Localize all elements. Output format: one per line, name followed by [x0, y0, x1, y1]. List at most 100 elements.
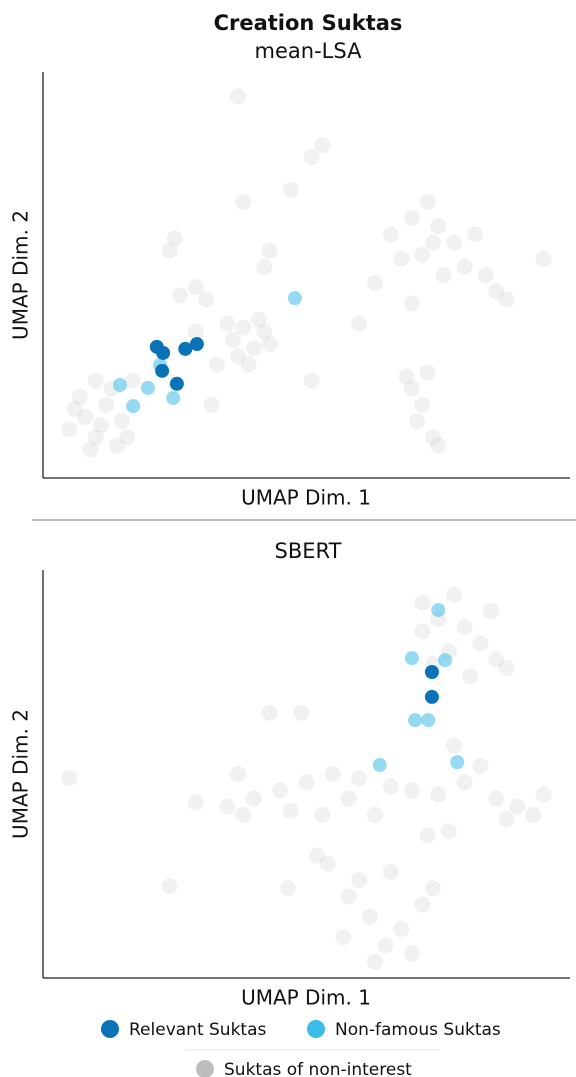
data-point [340, 790, 357, 807]
data-point [282, 802, 299, 819]
data-point [382, 863, 399, 880]
data-point [450, 755, 465, 770]
data-point [414, 896, 431, 913]
data-point [166, 391, 181, 406]
data-point [393, 250, 410, 267]
data-point [446, 737, 463, 754]
data-point [155, 363, 170, 378]
data-point [398, 368, 415, 385]
data-point [287, 291, 302, 306]
legend-marker [307, 1020, 325, 1038]
x-axis-label: UMAP Dim. 1 [241, 486, 371, 510]
data-point [430, 218, 447, 235]
data-point [112, 378, 127, 393]
legend-label: Relevant Suktas [129, 1020, 267, 1040]
data-point [403, 380, 420, 397]
legend-label: Suktas of non-interest [224, 1060, 412, 1077]
data-point [298, 774, 315, 791]
data-point [140, 380, 155, 395]
data-point [156, 345, 171, 360]
data-point [178, 341, 193, 356]
data-point [77, 409, 94, 426]
data-point [414, 246, 431, 263]
data-point [309, 847, 326, 864]
data-point [126, 399, 141, 414]
data-point [114, 413, 131, 430]
data-point [280, 880, 297, 897]
data-point [414, 594, 431, 611]
data-point [509, 798, 526, 815]
data-point [219, 798, 236, 815]
data-point [314, 806, 331, 823]
data-point [535, 250, 552, 267]
data-point [456, 774, 473, 791]
data-point [409, 413, 426, 430]
data-point [187, 279, 204, 296]
data-point [414, 623, 431, 640]
data-point [303, 372, 320, 389]
data-point [282, 181, 299, 198]
data-point [351, 872, 368, 889]
data-point [187, 794, 204, 811]
legend-label: Non-famous Suktas [335, 1020, 501, 1040]
data-point [66, 400, 83, 417]
data-point [419, 364, 436, 381]
data-point [61, 770, 78, 787]
data-point [261, 242, 278, 259]
y-axis-label: UMAP Dim. 2 [9, 210, 33, 340]
data-point [340, 888, 357, 905]
data-point [224, 331, 241, 348]
data-point [435, 267, 452, 283]
data-point [424, 234, 441, 251]
data-point [424, 665, 439, 679]
x-axis-label: UMAP Dim. 1 [241, 986, 371, 1010]
data-point [419, 827, 436, 844]
data-point [124, 372, 141, 389]
data-point [424, 880, 441, 897]
data-point [403, 945, 420, 962]
data-point [403, 210, 420, 227]
data-point [488, 790, 505, 807]
data-point [87, 372, 104, 389]
data-point [404, 651, 419, 666]
data-point [351, 770, 368, 787]
data-point [92, 417, 109, 434]
data-point [256, 323, 273, 340]
data-point [229, 766, 246, 782]
data-point [189, 337, 204, 352]
data-point [324, 766, 341, 782]
data-point [488, 651, 505, 668]
data-point [535, 786, 552, 803]
data-point [229, 88, 246, 105]
data-point [161, 878, 178, 895]
data-point [367, 953, 384, 970]
data-point [498, 659, 515, 676]
data-point [525, 806, 542, 823]
data-point [245, 340, 262, 357]
data-point [424, 429, 441, 446]
data-point [372, 758, 387, 773]
data-point [261, 336, 278, 353]
data-point [361, 908, 378, 925]
data-point [438, 653, 453, 668]
data-point [440, 823, 457, 840]
data-point [169, 376, 184, 391]
data-point [335, 929, 352, 946]
panel-title: SBERT [275, 539, 342, 563]
data-point [319, 855, 336, 872]
data-point [488, 283, 505, 300]
data-point [219, 315, 236, 332]
data-point [172, 287, 189, 304]
data-point [235, 319, 252, 336]
data-point [198, 291, 215, 308]
data-point [314, 137, 331, 154]
data-point [498, 810, 515, 827]
data-point [377, 937, 394, 954]
data-point [456, 258, 473, 275]
data-point [393, 921, 410, 938]
data-point [382, 226, 399, 243]
data-point [456, 619, 473, 636]
data-point [229, 348, 246, 365]
data-point [403, 782, 420, 799]
